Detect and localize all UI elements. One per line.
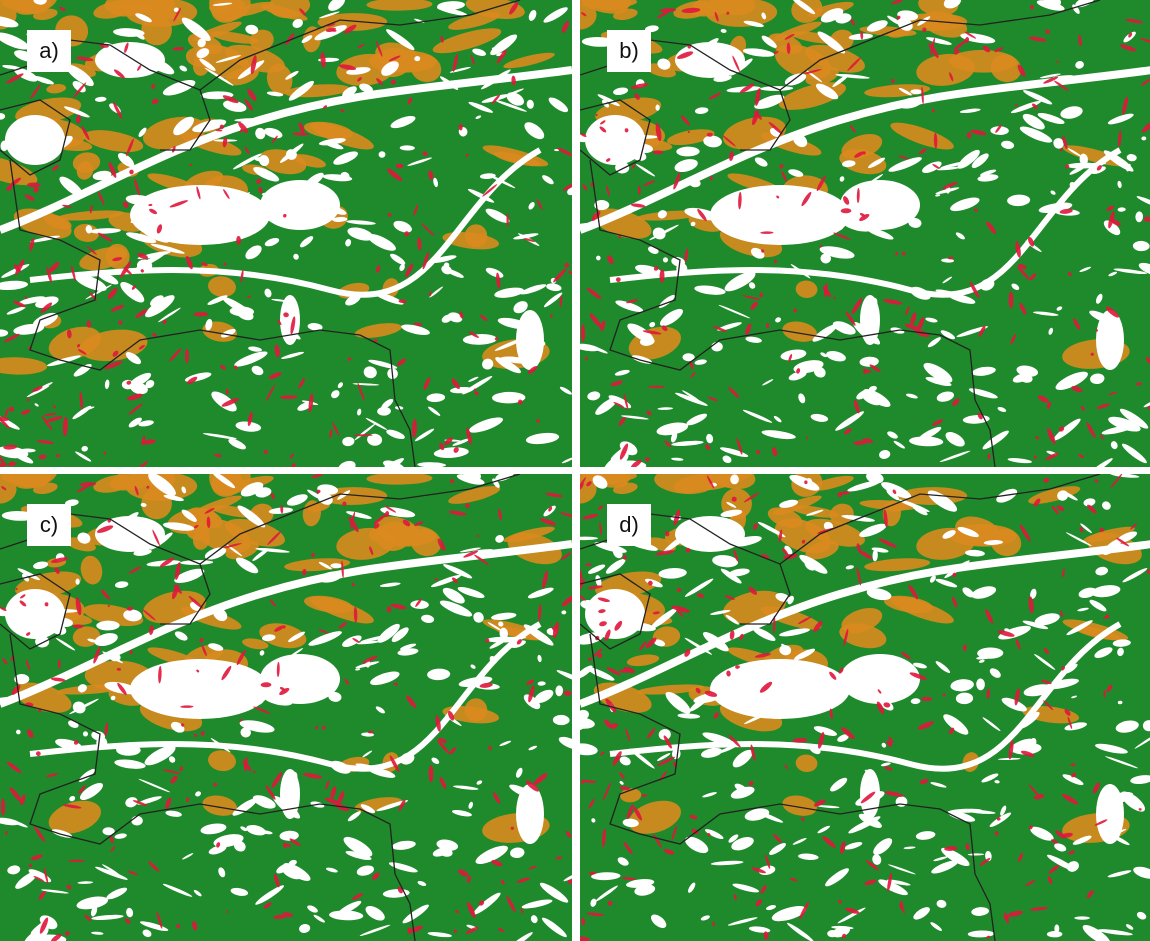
white-patch bbox=[710, 659, 850, 719]
map-panel: a) bbox=[0, 0, 577, 478]
white-patch bbox=[585, 589, 645, 639]
map-panel: d) bbox=[563, 454, 1150, 941]
white-patch bbox=[280, 769, 300, 819]
panel-label: b) bbox=[619, 38, 639, 63]
white-patch bbox=[280, 295, 300, 345]
white-patch bbox=[675, 516, 745, 552]
map-figure: a) b) c) d) bbox=[0, 0, 1150, 941]
panel-label: d) bbox=[619, 512, 639, 537]
white-patch bbox=[710, 185, 850, 245]
white-patch bbox=[516, 784, 544, 844]
white-patch bbox=[5, 115, 65, 165]
red-streak bbox=[804, 480, 807, 484]
page: a)b)c)d) (() => { const data = JSON.pars… bbox=[0, 0, 1150, 941]
white-patch bbox=[860, 295, 880, 345]
white-patch bbox=[516, 310, 544, 370]
panel-label: c) bbox=[40, 512, 58, 537]
panel-label: a) bbox=[39, 38, 59, 63]
white-patch bbox=[840, 180, 920, 230]
white-patch bbox=[5, 589, 65, 639]
white-patch bbox=[840, 654, 920, 704]
red-streak bbox=[185, 349, 189, 364]
white-patch bbox=[1096, 784, 1124, 844]
map-panel: b) bbox=[563, 0, 1150, 477]
map-panel: c) bbox=[0, 454, 588, 941]
white-patch bbox=[1096, 310, 1124, 370]
white-patch bbox=[130, 659, 270, 719]
white-patch bbox=[1074, 916, 1090, 919]
white-patch bbox=[260, 654, 340, 704]
white-patch bbox=[130, 185, 270, 245]
white-patch bbox=[585, 115, 645, 165]
white-patch bbox=[260, 180, 340, 230]
